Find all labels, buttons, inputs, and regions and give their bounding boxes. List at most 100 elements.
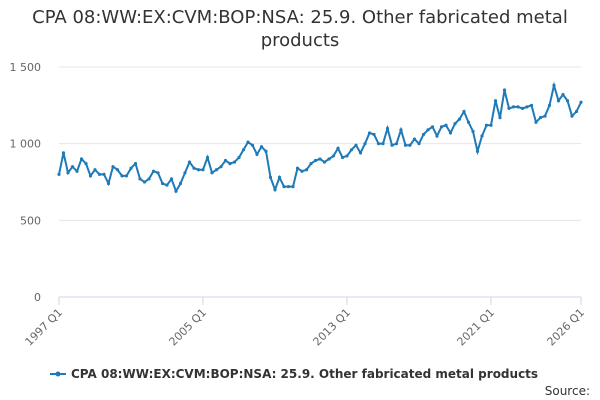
data-point	[277, 175, 282, 179]
x-tick-label: 2005 Q1	[167, 306, 210, 349]
data-point	[354, 143, 358, 147]
data-point	[192, 166, 196, 170]
data-point	[273, 188, 277, 192]
data-point	[381, 142, 385, 146]
data-point	[147, 177, 151, 181]
data-point	[129, 166, 133, 170]
data-point	[547, 103, 552, 107]
data-point	[309, 162, 313, 166]
y-tick-label: 1 500	[10, 61, 42, 74]
data-point	[115, 168, 120, 172]
data-point	[174, 189, 178, 193]
data-point	[223, 158, 228, 163]
data-point	[430, 125, 435, 129]
data-point	[466, 120, 471, 124]
data-point	[120, 174, 124, 178]
data-point	[403, 143, 408, 147]
data-point	[498, 116, 502, 120]
data-point	[237, 155, 241, 160]
data-point	[511, 105, 516, 109]
data-point	[376, 142, 381, 146]
data-point	[138, 177, 142, 181]
data-point	[507, 106, 511, 110]
data-point	[246, 140, 250, 144]
data-point	[255, 152, 259, 156]
data-point	[79, 157, 84, 161]
data-point	[264, 149, 268, 153]
data-point	[133, 162, 138, 166]
data-point	[475, 149, 480, 153]
legend-label: CPA 08:WW:EX:CVM:BOP:NSA: 25.9. Other fa…	[71, 367, 538, 381]
data-point	[561, 93, 565, 97]
data-point	[444, 123, 448, 127]
data-point	[210, 171, 214, 175]
data-point	[471, 129, 475, 133]
data-point	[525, 105, 529, 109]
data-point	[543, 114, 547, 118]
data-point	[169, 177, 174, 181]
data-point	[88, 174, 93, 178]
data-point	[57, 172, 61, 176]
data-point	[313, 158, 318, 163]
data-point	[183, 171, 187, 175]
data-point	[268, 175, 273, 179]
data-point	[331, 154, 336, 158]
data-point	[160, 181, 165, 186]
data-point	[390, 143, 394, 147]
data-point	[408, 143, 412, 147]
data-point	[421, 132, 426, 137]
data-point	[412, 137, 417, 141]
data-point	[489, 123, 493, 127]
data-point	[241, 148, 246, 152]
data-point	[538, 116, 543, 120]
data-point	[340, 155, 345, 160]
data-point	[219, 165, 223, 169]
y-tick-label: 500	[20, 214, 41, 227]
data-point	[97, 172, 102, 176]
data-point	[502, 88, 507, 92]
data-point	[156, 171, 160, 175]
data-point	[228, 162, 232, 166]
data-point	[142, 180, 147, 184]
data-point	[291, 185, 295, 189]
data-point	[295, 166, 300, 170]
data-point	[457, 117, 462, 121]
data-point	[462, 109, 466, 114]
data-point	[106, 181, 111, 186]
data-point	[318, 157, 322, 161]
data-point	[520, 106, 525, 110]
data-point	[453, 122, 457, 126]
data-point	[417, 142, 421, 146]
data-point	[178, 181, 183, 186]
data-point	[426, 128, 430, 132]
data-point	[66, 171, 70, 175]
data-point	[565, 99, 570, 103]
data-point	[165, 183, 169, 187]
data-point	[385, 126, 390, 130]
data-point	[439, 125, 444, 129]
y-tick-label: 1 000	[10, 138, 42, 151]
data-point	[484, 123, 489, 127]
data-point	[372, 132, 376, 137]
chart-title: CPA 08:WW:EX:CVM:BOP:NSA: 25.9. Other fa…	[32, 7, 568, 51]
y-tick-label: 0	[34, 291, 41, 304]
x-tick-label: 1997 Q1	[23, 306, 66, 349]
data-point	[399, 128, 403, 132]
data-point	[300, 169, 304, 173]
data-point	[349, 148, 354, 152]
data-point	[304, 168, 309, 172]
data-point	[552, 83, 556, 87]
data-point	[570, 114, 574, 118]
data-point	[187, 160, 192, 164]
data-point	[336, 146, 340, 150]
data-point	[196, 168, 201, 172]
data-point	[111, 165, 115, 169]
data-point	[579, 100, 583, 104]
data-point	[102, 172, 106, 176]
data-point	[435, 134, 439, 138]
data-point	[124, 174, 129, 178]
data-point	[493, 99, 498, 103]
data-point	[556, 99, 561, 103]
data-point	[345, 154, 349, 158]
